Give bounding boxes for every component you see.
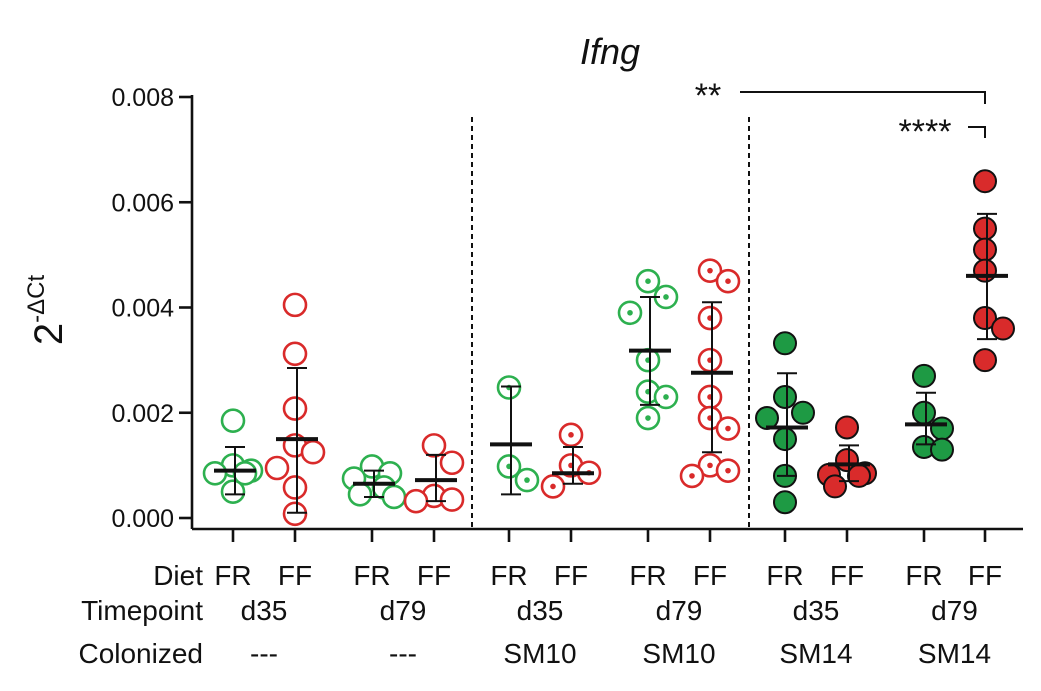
diet-label: FR bbox=[353, 560, 390, 591]
data-point-dot bbox=[645, 278, 651, 284]
data-point-dot bbox=[689, 473, 695, 479]
significance-label: ** bbox=[695, 77, 721, 115]
data-point-dot bbox=[550, 483, 556, 490]
data-point bbox=[973, 258, 997, 283]
diet-label: FR bbox=[629, 560, 666, 591]
data-point bbox=[930, 437, 954, 462]
data-point-dot bbox=[524, 477, 530, 483]
data-point bbox=[773, 427, 797, 452]
data-point bbox=[823, 474, 847, 499]
diet-label: FR bbox=[766, 560, 803, 591]
colonized-label: SM10 bbox=[642, 638, 715, 669]
data-point bbox=[381, 484, 407, 510]
data-point bbox=[403, 488, 429, 514]
timepoint-label: d79 bbox=[656, 595, 703, 626]
data-point bbox=[264, 455, 290, 481]
data-point bbox=[282, 396, 308, 421]
timepoint-label: d35 bbox=[517, 595, 564, 626]
timepoint-label: d35 bbox=[793, 595, 840, 626]
diet-label: FF bbox=[278, 560, 312, 591]
row-label-diet: Diet bbox=[153, 560, 203, 591]
data-point bbox=[347, 482, 373, 507]
data-point bbox=[202, 460, 228, 486]
svg-text:2-ΔCt: 2-ΔCt bbox=[23, 275, 71, 346]
row-label-timepoint: Timepoint bbox=[81, 595, 203, 626]
diet-label: FF bbox=[554, 560, 588, 591]
diet-label: FF bbox=[417, 560, 451, 591]
y-axis-label: 2-ΔCt bbox=[23, 275, 71, 346]
diet-label: FF bbox=[693, 560, 727, 591]
y-tick-label: 0.006 bbox=[111, 189, 174, 217]
y-tick-label: 0.002 bbox=[111, 400, 174, 428]
data-point bbox=[300, 439, 326, 465]
data-point bbox=[973, 216, 997, 241]
data-point bbox=[973, 348, 997, 373]
data-point-dot bbox=[725, 467, 731, 474]
data-point bbox=[439, 450, 465, 476]
data-point bbox=[930, 416, 954, 441]
diet-label: FF bbox=[830, 560, 864, 591]
data-point-dot bbox=[663, 294, 669, 300]
x-category-labels: Diet Timepoint Colonized FR FF FR FF FR FF FR FF FR… bbox=[78, 560, 1002, 669]
diet-label: FF bbox=[968, 560, 1002, 591]
mean-sd-bars bbox=[214, 212, 1008, 514]
data-point bbox=[973, 306, 997, 331]
colonized-label: SM14 bbox=[779, 638, 852, 669]
data-point-dot bbox=[627, 309, 633, 316]
data-point bbox=[773, 384, 797, 409]
data-point-dot bbox=[568, 432, 574, 438]
data-points bbox=[202, 169, 1015, 527]
data-point-dot bbox=[725, 278, 731, 284]
data-point bbox=[847, 463, 871, 488]
timepoint-label: d79 bbox=[931, 595, 978, 626]
data-point-dot bbox=[707, 267, 713, 274]
data-point-dot bbox=[663, 394, 669, 400]
data-point-dot bbox=[645, 415, 651, 421]
data-point bbox=[973, 169, 997, 194]
significance-label: **** bbox=[899, 113, 952, 151]
diet-label: FR bbox=[214, 560, 251, 591]
colonized-label: --- bbox=[250, 638, 278, 669]
colonized-label: SM10 bbox=[503, 638, 576, 669]
y-tick-label: 0.000 bbox=[111, 505, 174, 533]
data-point-dot bbox=[707, 462, 713, 469]
significance-bracket bbox=[968, 126, 986, 138]
data-point bbox=[773, 490, 797, 515]
data-point bbox=[439, 487, 465, 512]
data-point bbox=[282, 475, 308, 500]
data-point bbox=[421, 433, 447, 458]
row-label-colonized: Colonized bbox=[78, 638, 203, 669]
diet-label: FR bbox=[490, 560, 527, 591]
data-point bbox=[912, 400, 936, 425]
group-dividers bbox=[471, 117, 750, 529]
data-point bbox=[991, 316, 1015, 341]
data-point bbox=[912, 363, 936, 388]
data-point bbox=[835, 415, 859, 440]
data-point bbox=[282, 292, 308, 318]
y-tick-label: 0.004 bbox=[111, 295, 174, 323]
chart-title: Ifng bbox=[580, 31, 640, 72]
diet-label: FR bbox=[905, 560, 942, 591]
data-point-dot bbox=[725, 425, 731, 432]
y-tick-label: 0.008 bbox=[111, 84, 174, 112]
significance-bracket bbox=[740, 91, 986, 104]
y-axis-label-exponent: -ΔCt bbox=[23, 275, 50, 323]
colonized-label: SM14 bbox=[918, 638, 991, 669]
data-point bbox=[791, 400, 815, 425]
data-point bbox=[282, 501, 308, 527]
y-axis-label-base: 2 bbox=[27, 323, 71, 345]
significance-annotations: ****** bbox=[695, 77, 986, 151]
timepoint-label: d35 bbox=[241, 595, 288, 626]
axes: 0.000 0.002 0.004 0.006 0.008 bbox=[111, 84, 1023, 542]
colonized-label: --- bbox=[389, 638, 417, 669]
data-point bbox=[220, 479, 246, 504]
timepoint-label: d79 bbox=[380, 595, 427, 626]
data-point bbox=[973, 237, 997, 262]
data-point bbox=[773, 331, 797, 356]
data-point bbox=[282, 341, 308, 367]
data-point bbox=[220, 408, 246, 433]
